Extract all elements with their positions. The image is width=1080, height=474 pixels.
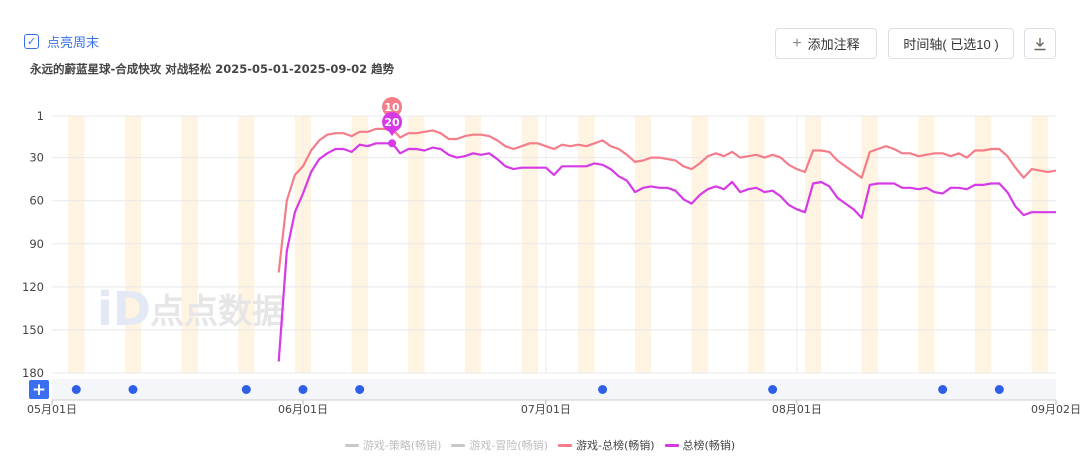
timeline-marker[interactable] [598,385,608,394]
annotation-label: 20 [384,116,400,129]
weekend-band [1031,116,1048,373]
add-annotation-label: 添加注释 [807,37,860,52]
y-tick-label: 30 [29,151,44,165]
timeline-button[interactable]: 时间轴( 已选10 ) [888,28,1014,59]
timeline-marker[interactable] [768,385,778,394]
y-tick-label: 60 [29,194,44,208]
legend-swatch [451,443,466,447]
timeline-marker[interactable] [994,385,1004,394]
legend-label: 总榜(畅销) [682,439,736,452]
weekend-band [634,116,652,373]
legend-label: 游戏-策略(畅销) [362,439,442,452]
y-tick-label: 180 [22,366,44,380]
chart-subtitle: 永远的蔚蓝星球-合成快攻 对战轻松 2025-05-01-2025-09-02 … [30,62,395,76]
legend-item[interactable]: 游戏-冒险(畅销) [451,437,548,453]
x-tick-label: 08月01日 [772,403,822,416]
x-tick-label: 06月01日 [278,403,328,416]
chart-legend: 游戏-策略(畅销) 游戏-冒险(畅销) 游戏-总榜(畅销) 总榜(畅销) [0,437,1080,453]
y-tick-label: 150 [22,323,44,337]
legend-label: 游戏-总榜(畅销) [575,439,655,452]
y-tick-label: 1 [37,109,44,123]
weekend-band [351,116,368,373]
timeline-strip [52,379,1056,400]
timeline-marker[interactable] [71,385,81,394]
annotation-pin [382,112,403,132]
weekend-band [975,116,992,373]
legend-item[interactable]: 游戏-总榜(畅销) [557,437,655,453]
timeline-marker[interactable] [128,385,138,394]
y-tick-label: 90 [29,237,44,251]
legend-item[interactable]: 总榜(畅销) [664,437,736,453]
weekend-band [238,116,255,373]
annotation-label: 10 [384,101,400,114]
weekend-band [521,116,538,373]
series-line-game-total [277,127,1057,273]
legend-label: 游戏-冒险(畅销) [469,439,548,452]
legend-swatch [664,443,679,447]
download-icon [1034,37,1046,50]
highlight-weekend-label: 点亮周末 [47,36,100,51]
weekend-band [181,116,198,373]
timeline-marker[interactable] [298,385,308,394]
legend-swatch [557,443,572,447]
annotation-pin [382,97,403,117]
add-annotation-button[interactable]: + 添加注释 [775,28,877,59]
highlight-weekend-toggle[interactable]: ✓ 点亮周末 [24,32,99,51]
weekend-band [691,116,708,373]
watermark-logo: iD [97,282,151,336]
weekend-band [918,116,935,373]
weekend-band [68,116,85,373]
weekend-band [408,116,425,373]
weekend-band [124,116,142,373]
y-tick-label: 120 [22,280,44,294]
weekend-band [748,116,765,373]
timeline-marker[interactable] [355,385,365,394]
plus-icon[interactable]: + [32,380,46,400]
checkbox-checked-icon[interactable]: ✓ [24,34,39,49]
series-line-total [277,142,1056,362]
weekend-band [861,116,878,373]
watermark-text: 点点数据 [150,292,286,332]
timeline-add-button[interactable] [29,380,49,399]
x-tick-label: 09月02日 [1031,403,1080,416]
annotation-point [388,139,397,148]
weekend-band [805,116,822,373]
timeline-marker[interactable] [241,385,251,394]
weekend-band [464,116,482,373]
timeline-marker[interactable] [938,385,948,394]
legend-swatch [344,443,359,447]
timeline-label: 时间轴( 已选10 ) [903,37,999,52]
x-tick-label: 05月01日 [27,403,77,416]
weekend-band [578,116,595,373]
plus-icon: + [792,34,802,52]
x-tick-label: 07月01日 [521,403,571,416]
legend-item[interactable]: 游戏-策略(畅销) [344,437,442,453]
download-button[interactable] [1024,28,1056,59]
